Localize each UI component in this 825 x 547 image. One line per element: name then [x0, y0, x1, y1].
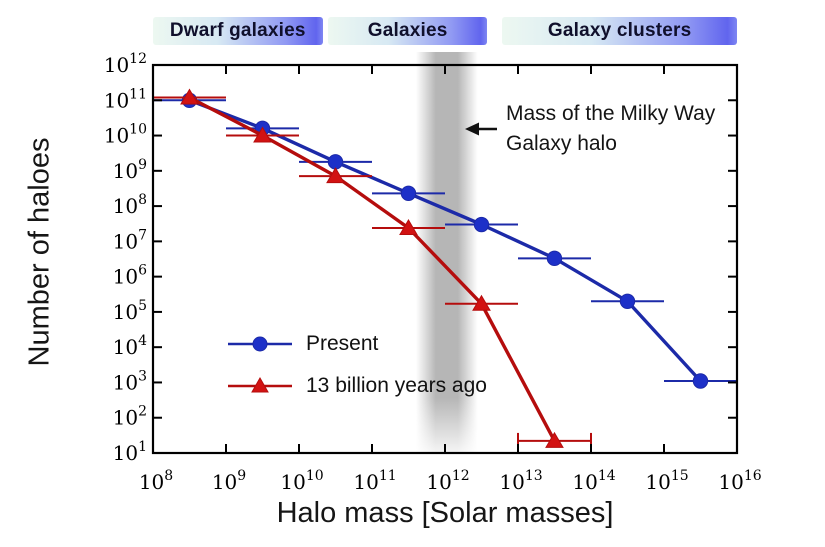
tick-label: 1016 [718, 468, 761, 494]
annotation-line-1: Mass of the Milky Way [506, 102, 716, 125]
data-point-circle [692, 373, 709, 389]
present-line-circle-icon [228, 336, 292, 352]
tick-label: 1010 [104, 122, 147, 148]
tick-label: 1014 [572, 468, 615, 494]
tick-label: 104 [113, 333, 147, 359]
tick-label: 109 [113, 157, 147, 183]
tick-label: 101 [113, 439, 147, 465]
category-band-dwarf-galaxies: Dwarf galaxies [153, 17, 323, 45]
annotation-arrow-head [465, 122, 479, 136]
legend-item-13-billion-years-ago: 13 billion years ago [228, 374, 487, 397]
legend-label: Present [306, 332, 379, 355]
data-point-circle [546, 250, 563, 267]
data-point-triangle [472, 294, 491, 311]
data-point-triangle [399, 218, 418, 235]
legend: Present 13 billion years ago [228, 332, 487, 418]
data-point-triangle [253, 126, 272, 143]
tick-label: 103 [113, 368, 147, 394]
tick-label: 109 [212, 468, 246, 494]
tick-label: 1011 [104, 86, 147, 112]
data-point-circle [473, 216, 490, 233]
tick-label: 1011 [353, 468, 396, 494]
data-point-triangle [180, 88, 199, 105]
data-point-circle [619, 293, 636, 309]
series-present [153, 92, 737, 389]
band-label: Dwarf galaxies [169, 20, 306, 41]
milky-way-annotation: Mass of the Milky Way Galaxy halo [506, 99, 715, 159]
legend-label: 13 billion years ago [306, 374, 487, 397]
series-line [187, 95, 557, 443]
tick-label: 1013 [499, 468, 542, 494]
x-axis-title: Halo mass [Solar masses] [276, 497, 614, 529]
tick-label: 108 [139, 468, 173, 494]
past-line-triangle-icon [228, 376, 292, 393]
tick-label: 1012 [104, 51, 147, 77]
milky-way-mass-band [415, 52, 478, 453]
tick-label: 106 [113, 263, 147, 289]
series-line [187, 98, 703, 383]
milky-way-mass-band-fade [415, 398, 478, 452]
tick-label: 1012 [426, 468, 469, 494]
data-point-circle [327, 154, 344, 170]
tick-label: 1010 [280, 468, 323, 494]
band-label: Galaxies [367, 20, 448, 41]
tick-label: 108 [113, 192, 147, 218]
series-past [153, 88, 592, 448]
category-band-galaxy-clusters: Galaxy clusters [502, 17, 737, 45]
tick-label: 1015 [645, 468, 688, 494]
band-label: Galaxy clusters [547, 20, 692, 41]
category-band-galaxies: Galaxies [328, 17, 488, 45]
tick-label: 107 [113, 227, 147, 253]
annotation-line-2: Galaxy halo [506, 132, 617, 155]
data-point-triangle [326, 167, 345, 184]
legend-item-present: Present [228, 332, 487, 355]
tick-label: 105 [113, 298, 147, 324]
tick-label: 102 [113, 404, 147, 430]
data-point-circle [400, 185, 417, 202]
data-point-triangle [545, 431, 564, 448]
